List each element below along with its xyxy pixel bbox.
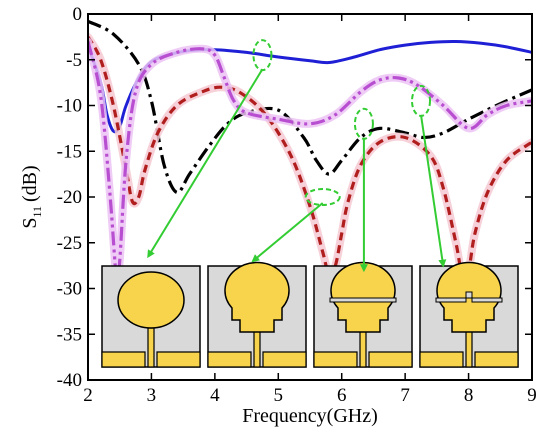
ground-right — [474, 351, 519, 368]
x-tick-label: 2 — [83, 385, 93, 406]
x-tick-label: 4 — [210, 385, 220, 406]
y-tick-label: -25 — [57, 233, 82, 254]
ground-left — [419, 351, 464, 368]
y-axis-title: S11 (dB) — [19, 165, 44, 228]
series-1-line — [88, 39, 532, 134]
annotation-layer — [147, 39, 447, 273]
antenna-inset-2 — [207, 261, 307, 368]
x-tick-label: 6 — [337, 385, 347, 406]
feed-line — [465, 327, 473, 368]
ground-left — [101, 351, 146, 368]
y-axis-title-unit: (dB) — [19, 165, 41, 202]
y-tick-label: -10 — [57, 96, 82, 117]
y-tick-label: -35 — [57, 324, 82, 345]
feed-line — [359, 327, 367, 368]
y-tick-label: -20 — [57, 187, 82, 208]
y-axis-title-main: S — [19, 218, 41, 229]
ground-right — [156, 351, 201, 368]
pointer-arrow-1 — [147, 68, 264, 259]
antenna-inset-3 — [313, 261, 413, 368]
axis-layer: 2 3 4 5 6 7 8 9 0 -5 -10 -15 -20 -25 -30 -35 -40 — [57, 4, 537, 406]
radiating-patch — [224, 261, 290, 333]
y-tick-label: 0 — [73, 4, 83, 25]
series-3-line — [88, 36, 532, 279]
patch-slot-right — [471, 297, 503, 303]
patch-notch — [465, 291, 473, 299]
antenna-inset-1 — [101, 265, 201, 368]
pointer-arrow-4 — [420, 114, 447, 268]
patch-slot-left — [435, 297, 467, 303]
patch-slot — [329, 297, 397, 303]
y-tick-label: -15 — [57, 141, 82, 162]
radiating-patch — [117, 271, 185, 329]
x-tick-label: 7 — [400, 385, 410, 406]
x-tick-label: 9 — [527, 385, 537, 406]
ground-left — [207, 351, 252, 368]
y-tick-label: -5 — [66, 50, 82, 71]
y-tick-label: -40 — [57, 370, 82, 391]
radiating-patch — [330, 261, 396, 333]
ground-right — [262, 351, 307, 368]
series-2-line — [88, 19, 532, 195]
series-3-glow — [88, 32, 532, 282]
ground-left — [313, 351, 358, 368]
feed-line — [147, 327, 155, 368]
x-axis-title: Frequency(GHz) — [242, 405, 378, 427]
ground-right — [368, 351, 413, 368]
y-axis-title-sub: 11 — [30, 206, 44, 218]
highlight-ellipse-2 — [304, 188, 341, 206]
feed-line — [253, 327, 261, 368]
x-tick-label: 5 — [274, 385, 284, 406]
inset-layer — [101, 261, 519, 368]
x-tick-label: 8 — [464, 385, 474, 406]
antenna-inset-4 — [419, 261, 519, 368]
y-tick-label: -30 — [57, 279, 82, 300]
pointer-arrow-2 — [251, 202, 324, 263]
x-tick-label: 3 — [147, 385, 157, 406]
